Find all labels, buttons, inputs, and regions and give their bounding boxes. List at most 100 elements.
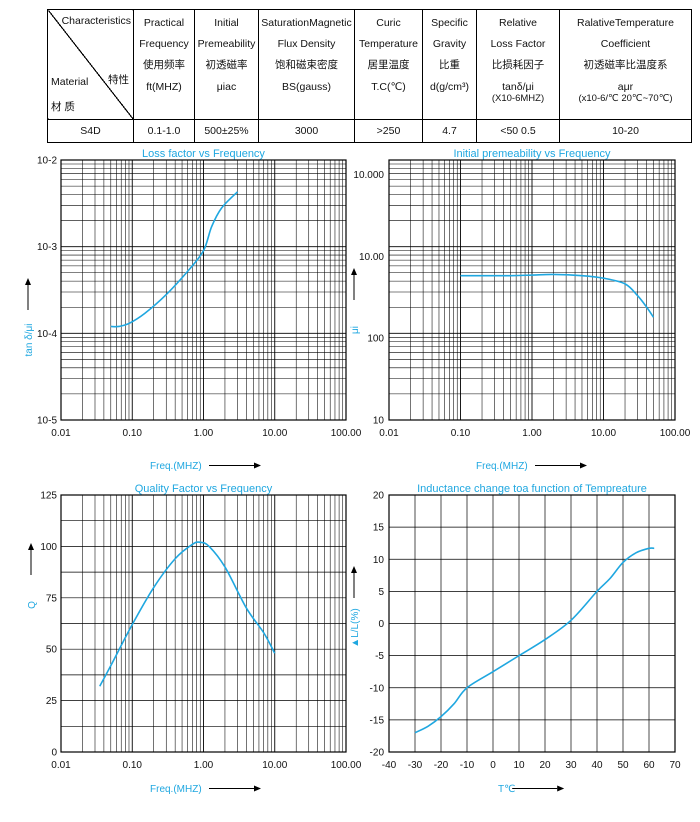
x-axis-arrowhead bbox=[254, 462, 261, 469]
specification-table: Characteristics Material 特性 材 质 Practica… bbox=[47, 9, 692, 143]
x-tick-label: 10 bbox=[513, 760, 525, 771]
y-tick-label: 10-4 bbox=[37, 329, 57, 340]
y-tick-label: 125 bbox=[40, 491, 57, 502]
x-tick-label: 0.01 bbox=[51, 760, 71, 771]
column-header-6: Relative Loss Factor 比损耗因子 tanδ/μi (X10-6MHZ… bbox=[476, 9, 560, 120]
x-tick-label: 0.01 bbox=[51, 428, 71, 439]
y-tick-label: 10.000 bbox=[353, 170, 384, 181]
y-tick-label: 50 bbox=[46, 645, 58, 656]
y-tick-label: 10-3 bbox=[37, 242, 57, 253]
column-header-5: Specific Gravity 比重 d(g/cm³) bbox=[422, 9, 477, 120]
value-cell-6: <50 0.5 bbox=[476, 119, 560, 143]
corner-characteristic-cn: 特性 bbox=[108, 74, 129, 86]
column-header-line: Frequency bbox=[139, 38, 189, 50]
plot-frame bbox=[60, 159, 347, 421]
y-axis-arrowhead bbox=[25, 278, 31, 285]
y-axis-label: μi bbox=[350, 326, 361, 334]
y-tick-label: 10.00 bbox=[359, 252, 384, 263]
x-axis-label: T℃ bbox=[498, 784, 515, 795]
column-header-line: Practical bbox=[143, 17, 185, 29]
x-tick-label: 100.00 bbox=[331, 428, 362, 439]
column-header-line: aμr bbox=[617, 81, 634, 93]
y-axis-label: Q bbox=[27, 601, 38, 609]
series-line-2 bbox=[460, 273, 655, 318]
chart-loss-factor: 0.01 0.10 1.00 10.00 100.00 10-2 10-3 10-4 10-5 L… bbox=[24, 148, 362, 472]
x-tick-label: -40 bbox=[382, 760, 397, 771]
column-header-line: Loss Factor bbox=[490, 38, 546, 50]
y-axis-arrowhead bbox=[351, 268, 357, 275]
column-header-line: Curic bbox=[376, 17, 401, 29]
x-tick-label: 0.10 bbox=[451, 428, 471, 439]
value-cell-5: 4.7 bbox=[422, 119, 477, 143]
column-header-line: Initial bbox=[214, 17, 239, 29]
plot-frame bbox=[60, 494, 347, 753]
column-header-line: T.C(℃) bbox=[371, 81, 406, 93]
x-axis-arrowhead bbox=[557, 785, 565, 792]
column-header-line: 饱和磁束密度 bbox=[275, 59, 338, 71]
x-tick-label: 50 bbox=[617, 760, 629, 771]
column-header-7: RalativeTemperature Coefficient 初透磁率比温度系 aμ… bbox=[559, 9, 692, 120]
x-tick-label: 1.00 bbox=[194, 760, 214, 771]
column-header-line: BS(gauss) bbox=[281, 81, 332, 93]
chart-quality-factor: 0.01 0.10 1.00 10.00 100.00 125 100 75 50 25 0 Qual… bbox=[27, 483, 362, 795]
x-tick-label: -20 bbox=[434, 760, 449, 771]
chart-title: Inductance change toa function of Tempre… bbox=[417, 483, 647, 495]
corner-material-cn: 材 质 bbox=[51, 101, 75, 113]
column-header-line: (X10-6MHZ) bbox=[491, 93, 545, 104]
x-tick-label: 10.00 bbox=[591, 428, 616, 439]
x-tick-label: 100.00 bbox=[660, 428, 691, 439]
value-cell-4: >250 bbox=[354, 119, 423, 143]
x-axis-arrowhead bbox=[580, 462, 587, 469]
table-corner-cell: Characteristics Material 特性 材 质 bbox=[47, 9, 134, 120]
value-cell-2: 500±25% bbox=[194, 119, 259, 143]
chart-title: Quality Factor vs Frequency bbox=[135, 483, 273, 495]
column-header-line: 初透磁率比温度系 bbox=[583, 59, 668, 71]
x-tick-label: 0.10 bbox=[123, 760, 143, 771]
material-cell: S4D bbox=[47, 119, 134, 143]
y-tick-label: -10 bbox=[370, 683, 385, 694]
x-tick-label: 10.00 bbox=[262, 760, 287, 771]
column-header-3: SaturationMagnetic Flux Density 饱和磁束密度 BS(g… bbox=[258, 9, 355, 120]
y-tick-label: 100 bbox=[40, 542, 57, 553]
value-cell-3: 3000 bbox=[258, 119, 355, 143]
column-header-line: d(g/cm³) bbox=[429, 81, 470, 93]
column-header-line: 比损耗因子 bbox=[491, 59, 545, 71]
x-tick-label: -30 bbox=[408, 760, 423, 771]
y-tick-label: 0 bbox=[51, 748, 57, 759]
column-header-line: 使用频率 bbox=[143, 59, 185, 71]
column-header-line: Coefficient bbox=[600, 38, 651, 50]
x-axis-label: Freq.(MHZ) bbox=[150, 461, 202, 472]
column-header-line: SaturationMagnetic bbox=[261, 17, 352, 29]
x-tick-label: 20 bbox=[539, 760, 551, 771]
series-line-1 bbox=[110, 191, 239, 328]
series-line-4 bbox=[414, 547, 655, 734]
x-axis-label: Freq.(MHZ) bbox=[476, 461, 528, 472]
value-cell-7: 10-20 bbox=[559, 119, 692, 143]
x-tick-label: -10 bbox=[460, 760, 475, 771]
corner-material: Material bbox=[51, 76, 89, 88]
column-header-line: Gravity bbox=[432, 38, 467, 50]
y-axis-arrowhead bbox=[28, 543, 34, 550]
column-header-line: 初透磁率 bbox=[205, 59, 248, 71]
x-tick-label: 1.00 bbox=[194, 428, 214, 439]
column-header-line: μiac bbox=[216, 81, 237, 93]
x-tick-label: 70 bbox=[669, 760, 681, 771]
column-header-1: Practical Frequency 使用频率 ft(MHZ) bbox=[133, 9, 195, 120]
series-line-3 bbox=[99, 541, 276, 687]
y-axis-label: ▲L/L(%) bbox=[350, 608, 361, 647]
chart-inductance-vs-temperature: -40 -30 -20 -10 0 10 20 30 40 50 60 7020151050-5-10… bbox=[350, 483, 681, 795]
column-header-line: RalativeTemperature bbox=[577, 17, 674, 29]
y-tick-label: 10 bbox=[373, 555, 385, 566]
y-tick-label: 0 bbox=[378, 619, 384, 630]
corner-characteristics: Characteristics bbox=[61, 15, 131, 27]
column-header-line: Relative bbox=[499, 17, 537, 29]
y-axis-label: tan δ/μi bbox=[24, 323, 35, 356]
y-tick-label: -5 bbox=[375, 651, 384, 662]
y-tick-label: 15 bbox=[373, 523, 385, 534]
chart-title: Initial premeability vs Frequency bbox=[453, 148, 611, 160]
y-tick-label: 100 bbox=[367, 334, 384, 345]
column-header-line: Specific bbox=[431, 17, 468, 29]
y-tick-label: 5 bbox=[378, 587, 384, 598]
y-tick-label: 25 bbox=[46, 696, 58, 707]
